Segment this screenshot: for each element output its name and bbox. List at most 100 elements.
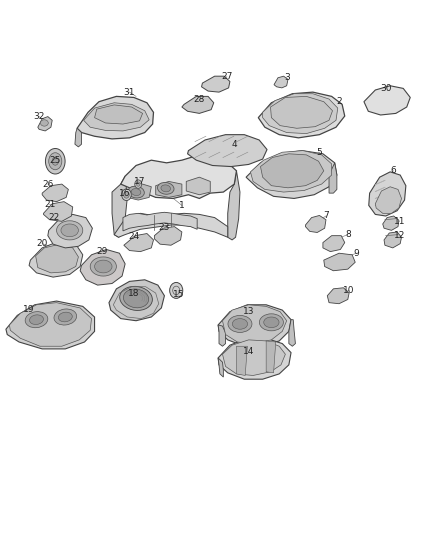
Ellipse shape xyxy=(29,315,43,325)
Text: 25: 25 xyxy=(49,156,61,165)
Text: 27: 27 xyxy=(221,72,233,81)
Polygon shape xyxy=(271,96,332,128)
Text: 17: 17 xyxy=(134,177,145,186)
Text: 8: 8 xyxy=(345,230,351,239)
Polygon shape xyxy=(218,325,226,346)
Polygon shape xyxy=(266,341,276,373)
Polygon shape xyxy=(121,155,237,198)
Text: 19: 19 xyxy=(23,304,35,313)
Ellipse shape xyxy=(61,224,78,237)
Ellipse shape xyxy=(90,257,117,276)
Ellipse shape xyxy=(49,153,62,169)
Polygon shape xyxy=(369,172,406,216)
Polygon shape xyxy=(123,212,197,231)
Ellipse shape xyxy=(52,157,59,165)
Ellipse shape xyxy=(128,186,144,198)
Polygon shape xyxy=(42,184,68,201)
Ellipse shape xyxy=(259,314,283,331)
Ellipse shape xyxy=(228,316,252,333)
Text: 16: 16 xyxy=(119,189,130,198)
Polygon shape xyxy=(383,216,399,230)
Polygon shape xyxy=(218,338,291,379)
Polygon shape xyxy=(155,181,182,197)
Text: 22: 22 xyxy=(49,213,60,222)
Polygon shape xyxy=(261,154,324,188)
Text: 24: 24 xyxy=(128,232,139,241)
Text: 14: 14 xyxy=(243,347,254,356)
Text: 13: 13 xyxy=(243,307,254,316)
Polygon shape xyxy=(6,301,95,349)
Polygon shape xyxy=(327,288,349,304)
Text: 2: 2 xyxy=(336,97,342,106)
Polygon shape xyxy=(375,187,402,213)
Ellipse shape xyxy=(46,149,65,174)
Polygon shape xyxy=(124,233,153,252)
Text: 15: 15 xyxy=(173,289,184,298)
Polygon shape xyxy=(251,151,332,192)
Text: 9: 9 xyxy=(353,249,360,258)
Text: 1: 1 xyxy=(179,201,185,210)
Polygon shape xyxy=(80,249,125,285)
Ellipse shape xyxy=(40,120,48,126)
Ellipse shape xyxy=(170,282,183,298)
Polygon shape xyxy=(182,96,214,114)
Polygon shape xyxy=(218,358,223,377)
Polygon shape xyxy=(329,163,337,193)
Polygon shape xyxy=(77,96,153,139)
Text: 28: 28 xyxy=(194,94,205,103)
Ellipse shape xyxy=(264,317,279,328)
Polygon shape xyxy=(29,241,83,277)
Polygon shape xyxy=(109,280,164,321)
Text: 12: 12 xyxy=(394,231,405,240)
Ellipse shape xyxy=(58,312,72,322)
Text: 31: 31 xyxy=(124,87,135,96)
Polygon shape xyxy=(201,76,230,92)
Polygon shape xyxy=(154,227,182,245)
Polygon shape xyxy=(186,177,210,195)
Polygon shape xyxy=(48,214,92,248)
Ellipse shape xyxy=(232,319,247,329)
Ellipse shape xyxy=(161,185,170,192)
Polygon shape xyxy=(112,176,127,237)
Polygon shape xyxy=(384,232,402,248)
Polygon shape xyxy=(263,94,338,134)
Text: 30: 30 xyxy=(380,84,392,93)
Text: 11: 11 xyxy=(394,217,405,226)
Text: 20: 20 xyxy=(36,239,48,248)
Ellipse shape xyxy=(135,180,142,188)
Ellipse shape xyxy=(122,189,131,200)
Polygon shape xyxy=(38,117,52,131)
Text: 4: 4 xyxy=(231,140,237,149)
Text: 21: 21 xyxy=(44,200,55,209)
Text: 7: 7 xyxy=(323,212,329,221)
Polygon shape xyxy=(324,253,355,271)
Polygon shape xyxy=(95,105,143,124)
Polygon shape xyxy=(223,305,287,344)
Ellipse shape xyxy=(157,182,174,194)
Text: 26: 26 xyxy=(42,180,53,189)
Polygon shape xyxy=(127,184,151,200)
Polygon shape xyxy=(114,213,228,237)
Ellipse shape xyxy=(124,289,148,308)
Text: 3: 3 xyxy=(284,73,290,82)
Ellipse shape xyxy=(54,309,77,325)
Polygon shape xyxy=(218,305,291,346)
Text: 29: 29 xyxy=(96,247,108,256)
Text: 23: 23 xyxy=(159,223,170,232)
Polygon shape xyxy=(223,340,286,375)
Ellipse shape xyxy=(120,286,152,310)
Polygon shape xyxy=(237,346,247,375)
Text: 6: 6 xyxy=(391,166,396,175)
Polygon shape xyxy=(289,320,295,346)
Polygon shape xyxy=(274,76,288,88)
Ellipse shape xyxy=(137,182,140,186)
Polygon shape xyxy=(246,151,337,198)
Ellipse shape xyxy=(25,312,48,328)
Ellipse shape xyxy=(57,221,83,240)
Polygon shape xyxy=(258,92,345,138)
Text: 10: 10 xyxy=(343,286,355,295)
Polygon shape xyxy=(364,86,410,115)
Polygon shape xyxy=(305,215,326,232)
Ellipse shape xyxy=(95,260,112,273)
Text: 5: 5 xyxy=(317,148,322,157)
